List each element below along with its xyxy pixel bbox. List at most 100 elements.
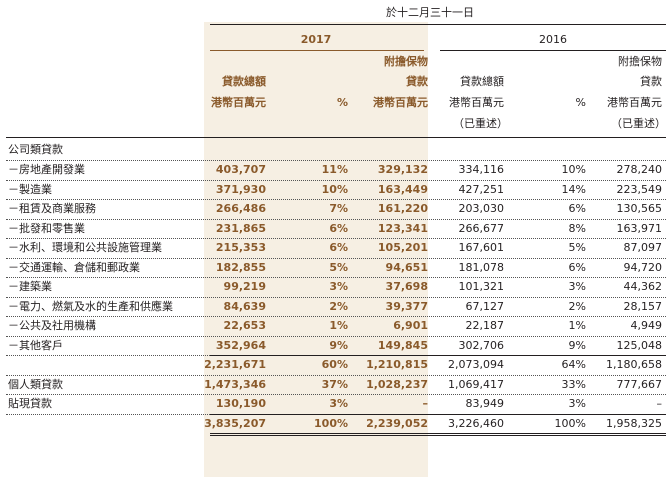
total-2017: 84,639: [223, 300, 266, 313]
col-loans-2017: 貸款: [406, 75, 428, 88]
total-2017: 231,865: [215, 222, 266, 235]
table-row: －電力、燃氣及水的生產和供應業 84,639 2% 39,377 67,127 2% 28,…: [0, 298, 668, 317]
total-2017: 215,353: [215, 241, 266, 254]
collateral-2016: 223,549: [616, 183, 663, 196]
table-row: －交通運輸、倉儲和郵政業 182,855 5% 94,651 181,078 6% 94,7…: [0, 259, 668, 278]
row-label: －房地產開發業: [8, 163, 85, 176]
year-2016-rule: [440, 50, 666, 51]
total-top-rule: [210, 414, 666, 415]
pct-2016: 14%: [561, 183, 586, 196]
collateral-2016: 1,180,658: [606, 358, 662, 371]
total-2016: 334,116: [458, 163, 505, 176]
total-2017: 352,964: [215, 339, 266, 352]
collateral-2016: 163,971: [616, 222, 663, 235]
row-divider: [6, 394, 666, 395]
pct-2017: 11%: [321, 163, 348, 176]
pct-2016: 1%: [568, 319, 586, 332]
collateral-2016: 278,240: [616, 163, 663, 176]
total-row: 3,835,207 100% 2,239,052 3,226,460 100% 1,958…: [0, 415, 668, 434]
table-row: －水利、環境和公共設施管理業 215,353 6% 105,201 167,601 5% 8…: [0, 239, 668, 258]
total-2017: 266,486: [215, 202, 266, 215]
pct-2017: 3%: [329, 280, 348, 293]
collateral-2016: 44,362: [623, 280, 663, 293]
collateral-2017: 6,901: [393, 319, 428, 332]
table-row: 貼現貸款 130,190 3% – 83,949 3% –: [0, 395, 668, 414]
pct-2017: 60%: [321, 358, 348, 371]
row-divider: [6, 219, 666, 220]
total-2016: 167,601: [458, 241, 505, 254]
collateral-2017: 37,698: [385, 280, 428, 293]
collateral-2017: 39,377: [385, 300, 428, 313]
collateral-2017: 329,132: [377, 163, 428, 176]
table-row: －公共及社用機構 22,653 1% 6,901 22,187 1% 4,949: [0, 317, 668, 336]
row-divider: [6, 180, 666, 181]
current-year-shading: [204, 22, 428, 477]
total-2016: 101,321: [458, 280, 505, 293]
table-row: －建築業 99,219 3% 37,698 101,321 3% 44,362: [0, 278, 668, 297]
table-row: －租賃及商業服務 266,486 7% 161,220 203,030 6% 130,565: [0, 200, 668, 219]
collateral-2017: 163,449: [377, 183, 428, 196]
corporate-section-title: 公司類貸款: [8, 143, 63, 156]
collateral-2016: 777,667: [616, 378, 663, 391]
collateral-2017: 94,651: [385, 261, 428, 274]
row-divider: [6, 336, 666, 337]
unit-2016-collateral: 港幣百萬元: [607, 96, 662, 109]
pct-2017: 7%: [329, 202, 348, 215]
restated-2016-collateral: （已重述）: [611, 117, 666, 130]
header-bottom-rule: [6, 137, 666, 138]
total-2017: 3,835,207: [204, 417, 266, 430]
row-label: －公共及社用機構: [8, 319, 96, 332]
total-2016: 427,251: [458, 183, 505, 196]
collateral-2017: 2,239,052: [366, 417, 428, 430]
collateral-2016: 28,157: [623, 300, 663, 313]
subtotal-rule: [210, 355, 666, 356]
collateral-2016: 1,958,325: [606, 417, 662, 430]
total-2016: 22,187: [465, 319, 505, 332]
total-2017: 371,930: [215, 183, 266, 196]
collateral-2016: 125,048: [616, 339, 663, 352]
collateral-2016: 87,097: [623, 241, 663, 254]
pct-2016: 100%: [554, 417, 586, 430]
pct-2017: 2%: [329, 300, 348, 313]
pct-2017: 9%: [329, 339, 348, 352]
total-2017: 403,707: [215, 163, 266, 176]
row-divider: [6, 297, 666, 298]
total-2017: 130,190: [215, 397, 266, 410]
table-row: －製造業 371,930 10% 163,449 427,251 14% 223,549: [0, 181, 668, 200]
row-divider: [6, 277, 666, 278]
total-2016: 2,073,094: [448, 358, 504, 371]
total-2016: 302,706: [458, 339, 505, 352]
unit-2017-total: 港幣百萬元: [211, 96, 266, 109]
collateral-2017: 123,341: [377, 222, 428, 235]
total-2017: 1,473,346: [204, 378, 266, 391]
table-row: －批發和零售業 231,865 6% 123,341 266,677 8% 163,971: [0, 220, 668, 239]
year-2017: 2017: [300, 33, 332, 46]
row-divider: [6, 199, 666, 200]
row-label: －交通運輸、倉儲和郵政業: [8, 261, 140, 274]
pct-2017: 6%: [329, 241, 348, 254]
collateral-2017: –: [422, 397, 429, 410]
pct-2016: 9%: [568, 339, 586, 352]
collateral-2016: 94,720: [623, 261, 663, 274]
col-collateral-2017-l1: 附擔保物: [384, 55, 428, 68]
row-divider: [6, 238, 666, 239]
total-bottom-rule: [210, 433, 666, 434]
total-2016: 203,030: [458, 202, 505, 215]
table-row: －房地產開發業 403,707 11% 329,132 334,116 10% 278,24…: [0, 161, 668, 180]
subtotal-row: 2,231,671 60% 1,210,815 2,073,094 64% 1,180,6…: [0, 356, 668, 375]
row-label: －建築業: [8, 280, 52, 293]
row-label: －水利、環境和公共設施管理業: [8, 241, 162, 254]
restated-2016-total: （已重述）: [453, 117, 508, 130]
pct-2017: 5%: [329, 261, 348, 274]
collateral-2017: 149,845: [377, 339, 428, 352]
col-collateral-2016-l1: 附擔保物: [618, 55, 662, 68]
year-2017-rule: [210, 50, 424, 51]
pct-2016: 6%: [568, 261, 586, 274]
collateral-2016: 130,565: [616, 202, 663, 215]
pct-2016: 8%: [568, 222, 586, 235]
total-2016: 83,949: [465, 397, 505, 410]
row-label: 個人類貸款: [8, 378, 63, 391]
pct-2016: %: [575, 96, 586, 109]
row-label: －批發和零售業: [8, 222, 85, 235]
col-total-2016: 貸款總額: [460, 75, 504, 88]
